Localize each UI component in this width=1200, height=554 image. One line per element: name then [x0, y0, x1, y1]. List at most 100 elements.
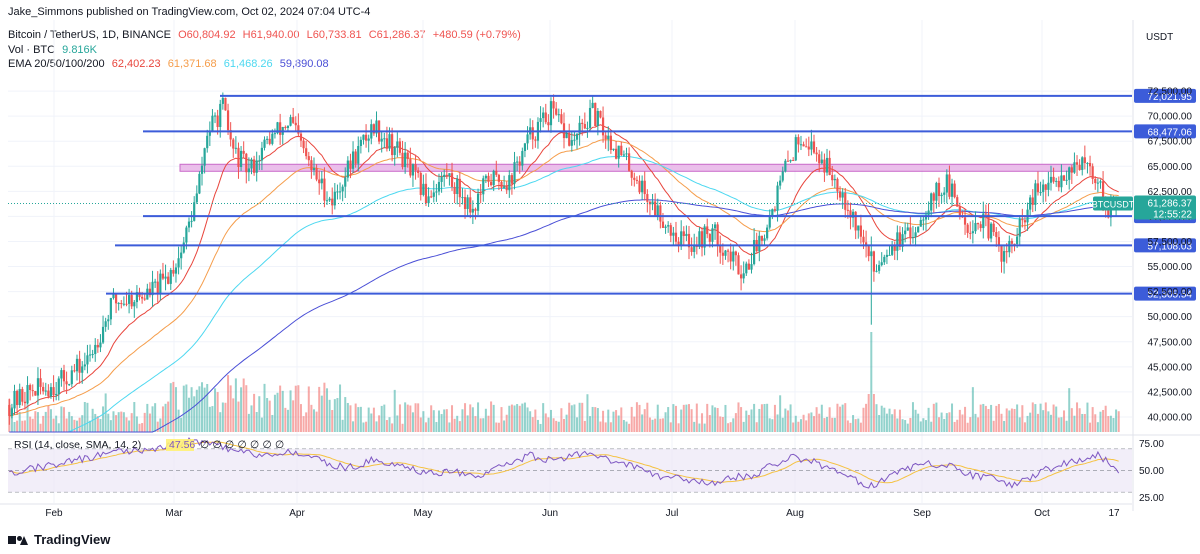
candle[interactable]	[1099, 179, 1102, 189]
candle[interactable]	[286, 125, 290, 132]
candle[interactable]	[164, 264, 167, 291]
candle[interactable]	[1049, 165, 1053, 191]
candle[interactable]	[799, 135, 803, 151]
candle[interactable]	[568, 123, 571, 147]
candle[interactable]	[268, 131, 271, 146]
candle[interactable]	[114, 292, 118, 314]
candle[interactable]	[700, 227, 704, 257]
candle[interactable]	[443, 169, 446, 187]
candle[interactable]	[310, 156, 313, 179]
candle[interactable]	[252, 155, 256, 176]
candle[interactable]	[706, 218, 709, 239]
candle[interactable]	[383, 132, 386, 149]
candle[interactable]	[713, 222, 717, 240]
candle[interactable]	[86, 344, 89, 374]
candle[interactable]	[1094, 176, 1097, 190]
candle[interactable]	[643, 171, 646, 201]
candle[interactable]	[1047, 171, 1050, 197]
candle[interactable]	[463, 189, 467, 219]
candle[interactable]	[828, 150, 831, 176]
candle[interactable]	[143, 294, 146, 301]
candle[interactable]	[417, 167, 420, 178]
candle[interactable]	[96, 339, 99, 353]
candle[interactable]	[901, 227, 904, 252]
candle[interactable]	[211, 109, 214, 133]
candle[interactable]	[825, 148, 829, 176]
candle[interactable]	[750, 252, 753, 274]
candle[interactable]	[779, 175, 782, 190]
candle[interactable]	[971, 220, 974, 244]
candle[interactable]	[557, 108, 560, 123]
candle[interactable]	[200, 156, 204, 186]
candle[interactable]	[885, 249, 889, 265]
candle[interactable]	[237, 142, 240, 179]
candle[interactable]	[474, 207, 477, 220]
candle[interactable]	[721, 243, 724, 265]
candle[interactable]	[151, 270, 154, 307]
candle[interactable]	[690, 237, 693, 256]
candle[interactable]	[893, 241, 896, 260]
candle[interactable]	[555, 102, 558, 116]
candle[interactable]	[641, 175, 644, 200]
rsi-legend[interactable]: RSI (14, close, SMA, 14, 2)	[14, 439, 141, 451]
candle[interactable]	[99, 334, 102, 353]
candle[interactable]	[375, 111, 378, 138]
candle[interactable]	[161, 262, 165, 281]
candle[interactable]	[802, 141, 805, 147]
candle[interactable]	[956, 194, 959, 207]
candle[interactable]	[685, 225, 688, 242]
candle[interactable]	[771, 208, 774, 220]
candle[interactable]	[18, 383, 21, 408]
candle[interactable]	[1068, 166, 1071, 190]
candle[interactable]	[583, 112, 586, 130]
candle[interactable]	[49, 383, 53, 399]
candle[interactable]	[935, 181, 938, 209]
candle[interactable]	[604, 130, 607, 149]
candle[interactable]	[622, 150, 625, 157]
candle[interactable]	[450, 162, 454, 191]
candle[interactable]	[495, 160, 498, 177]
candle[interactable]	[807, 136, 810, 157]
candle[interactable]	[73, 364, 76, 373]
candle[interactable]	[974, 211, 977, 234]
candle[interactable]	[794, 134, 797, 162]
candle[interactable]	[359, 136, 362, 154]
candle[interactable]	[292, 107, 295, 125]
candle[interactable]	[573, 130, 576, 146]
candle[interactable]	[297, 113, 300, 138]
candle[interactable]	[784, 158, 787, 173]
candle[interactable]	[937, 177, 941, 207]
candle[interactable]	[536, 117, 540, 149]
candle[interactable]	[534, 136, 537, 148]
candle[interactable]	[508, 170, 511, 198]
candle[interactable]	[180, 244, 183, 270]
candle[interactable]	[8, 398, 11, 425]
candle[interactable]	[289, 114, 292, 127]
candle[interactable]	[362, 134, 365, 145]
candle[interactable]	[570, 131, 573, 152]
candle[interactable]	[601, 106, 605, 143]
candle[interactable]	[773, 206, 777, 213]
candle[interactable]	[242, 141, 245, 159]
candle[interactable]	[159, 269, 162, 301]
candle[interactable]	[226, 103, 230, 135]
candle[interactable]	[648, 200, 652, 215]
candle[interactable]	[963, 209, 967, 235]
candle[interactable]	[906, 222, 909, 231]
candle[interactable]	[26, 376, 29, 405]
candle[interactable]	[55, 381, 58, 401]
candle[interactable]	[1073, 152, 1076, 174]
candle[interactable]	[1086, 162, 1089, 174]
candle[interactable]	[482, 175, 485, 202]
candle[interactable]	[1023, 216, 1027, 230]
candle[interactable]	[638, 175, 641, 195]
candle[interactable]	[516, 156, 519, 171]
candle[interactable]	[547, 114, 550, 131]
candle[interactable]	[883, 254, 886, 265]
candle[interactable]	[380, 131, 383, 153]
candle[interactable]	[318, 170, 321, 195]
candle[interactable]	[812, 134, 816, 155]
candle[interactable]	[47, 384, 50, 399]
candle[interactable]	[10, 403, 14, 419]
candle[interactable]	[823, 153, 826, 182]
